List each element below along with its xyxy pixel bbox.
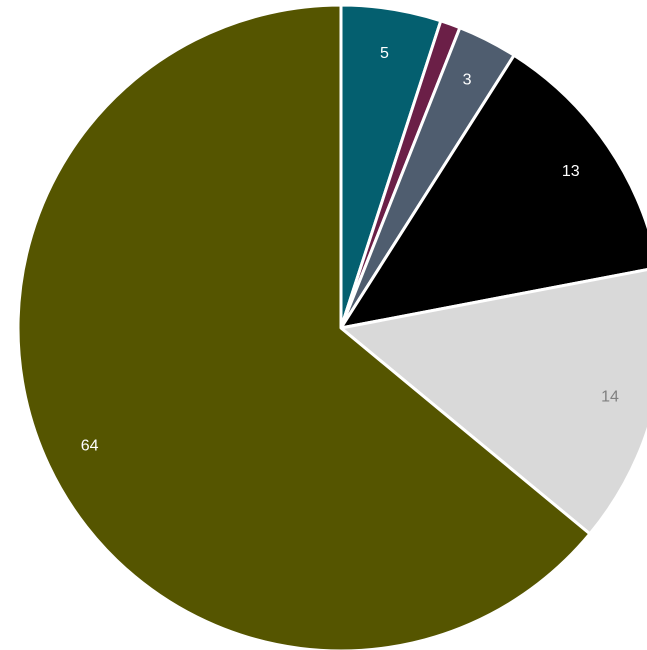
pie-data-label-0: 5 — [380, 45, 389, 62]
pie-slice-3 — [339, 53, 647, 330]
pie-data-label-2: 3 — [463, 72, 472, 89]
pie-data-label-3: 13 — [562, 163, 580, 180]
pie-data-label-5: 64 — [81, 437, 99, 454]
pie-slice-5 — [16, 3, 592, 650]
pie-slice-4 — [339, 268, 647, 536]
pie-data-labels: 5 3 13 14 64 — [81, 45, 619, 455]
pie-slices — [16, 3, 647, 650]
pie-data-label-4: 14 — [601, 388, 619, 405]
